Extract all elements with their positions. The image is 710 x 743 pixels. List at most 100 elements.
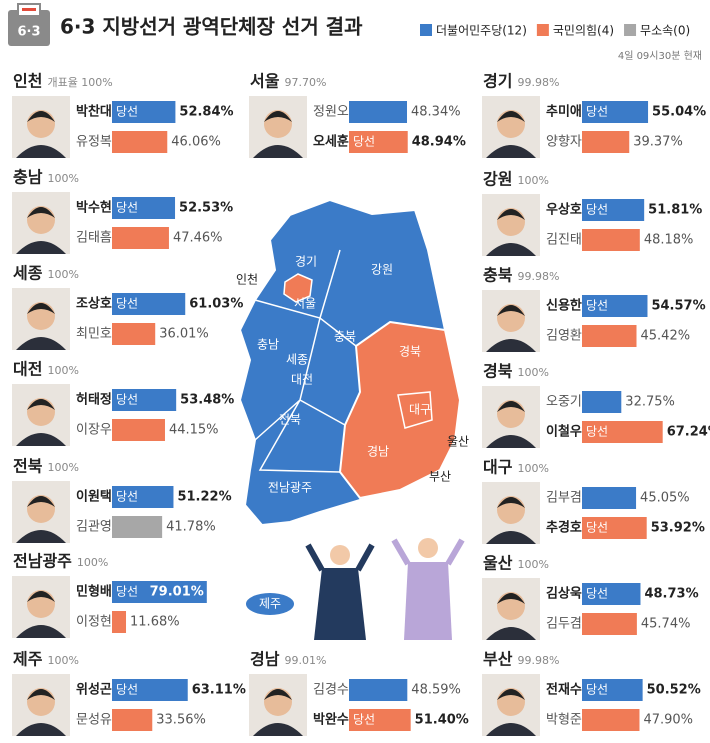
photo-hair	[27, 207, 55, 218]
photo-suit	[16, 433, 66, 446]
vote-bar	[582, 295, 648, 317]
map-label: 서울	[294, 297, 316, 311]
region-name: 대구	[483, 458, 513, 477]
count-rate: 100%	[47, 654, 78, 667]
vote-share: 51.40%	[415, 713, 469, 728]
photo-suit	[16, 241, 66, 254]
count-rate: 100%	[517, 366, 548, 379]
candidate-name: 조상호	[76, 297, 112, 312]
region-name: 충남	[13, 168, 43, 187]
photo-suit	[253, 723, 303, 736]
vote-share: 39.37%	[633, 135, 683, 150]
candidate-name: 이정현	[76, 615, 112, 630]
timestamp: 4일 09시30분 현재	[618, 50, 702, 62]
elected-label: 당선	[116, 585, 138, 599]
photo-suit	[486, 531, 536, 544]
vote-share: 48.18%	[644, 233, 694, 248]
map-label: 충북	[334, 330, 356, 344]
vote-bar	[582, 199, 645, 221]
region-name: 경북	[483, 362, 513, 381]
vote-bar	[112, 709, 153, 731]
vote-share: 33.56%	[156, 713, 206, 728]
candidate-name: 박완수	[313, 712, 349, 728]
ballot-icon: 6·3	[8, 3, 50, 46]
icon-label: 6·3	[17, 25, 40, 40]
candidate-name: 김태흠	[76, 231, 112, 246]
photo-hair	[497, 209, 525, 220]
vote-bar	[582, 391, 622, 413]
vote-share: 11.68%	[130, 615, 180, 630]
elected-label: 당선	[586, 683, 608, 697]
vote-bar	[112, 293, 186, 315]
vote-bar	[112, 516, 163, 538]
candidate-name: 박수현	[76, 200, 112, 216]
map-label: 울산	[447, 435, 469, 449]
region-name: 대전	[13, 360, 42, 379]
map-label: 세종	[286, 353, 308, 367]
vote-share: 46.06%	[171, 135, 221, 150]
map-label: 부산	[429, 470, 451, 484]
candidate-name: 허태정	[76, 392, 112, 408]
photo-hair	[497, 689, 525, 700]
candidate-name: 우상호	[546, 203, 582, 218]
photo-suit	[486, 627, 536, 640]
map-label: 전북	[279, 413, 301, 427]
elected-label: 당선	[586, 521, 608, 535]
photo-suit	[16, 337, 66, 350]
vote-bar	[112, 389, 177, 411]
photo-hair	[27, 111, 55, 122]
candidate-name: 위성곤	[76, 683, 112, 698]
vote-share: 41.78%	[166, 520, 216, 535]
vote-share: 51.81%	[648, 203, 702, 218]
photo-suit	[486, 339, 536, 352]
region-name: 서울	[250, 72, 280, 91]
legend-swatch	[624, 24, 637, 36]
photo-hair	[27, 399, 55, 410]
photo-hair	[497, 497, 525, 508]
vote-share: 51.22%	[177, 490, 231, 505]
vote-share: 53.92%	[651, 521, 705, 536]
vote-bar	[582, 325, 637, 347]
legend-label: 무소속(0)	[640, 24, 690, 38]
elected-label: 당선	[116, 393, 138, 407]
count-rate: 100%	[47, 364, 78, 377]
candidate-name: 신용한	[546, 298, 582, 314]
region-name: 인천	[13, 72, 42, 91]
vote-share: 52.84%	[179, 105, 233, 120]
vote-bar	[582, 517, 647, 539]
candidate-name: 오세훈	[313, 134, 349, 150]
photo-hair	[27, 591, 55, 602]
region-name: 제주	[13, 650, 43, 669]
photo-hair	[497, 401, 525, 412]
photo-hair	[497, 593, 525, 604]
vote-bar	[582, 421, 663, 443]
vote-bar	[112, 486, 174, 508]
photo-suit	[486, 435, 536, 448]
region-name: 세종	[13, 264, 43, 283]
title: 6·3 지방선거 광역단체장 선거 결과	[60, 15, 363, 39]
photo-suit	[486, 145, 536, 158]
vote-bar	[582, 679, 643, 701]
vote-bar	[112, 611, 127, 633]
map-label: 대전	[291, 373, 313, 387]
candidate-name: 김부겸	[546, 491, 582, 506]
candidate-name: 문성유	[76, 713, 112, 728]
candidate-name: 정원오	[313, 105, 349, 120]
region-name: 경기	[483, 72, 512, 91]
count-rate: 99.98%	[517, 270, 559, 283]
elected-label: 당선	[586, 425, 608, 439]
vote-share: 45.74%	[641, 617, 691, 632]
candidate-name: 김관영	[76, 520, 112, 535]
vote-share: 48.59%	[411, 683, 461, 698]
photo-hair	[497, 305, 525, 316]
vote-bar	[112, 679, 188, 701]
photo-suit	[486, 723, 536, 736]
vote-share: 55.04%	[652, 105, 706, 120]
photo-hair	[264, 111, 292, 122]
count-rate: 99.98%	[517, 76, 559, 89]
vote-bar	[349, 709, 411, 731]
candidate-name: 박찬대	[76, 104, 112, 120]
region-name: 전북	[13, 457, 43, 476]
map-label: 인천	[236, 272, 258, 287]
